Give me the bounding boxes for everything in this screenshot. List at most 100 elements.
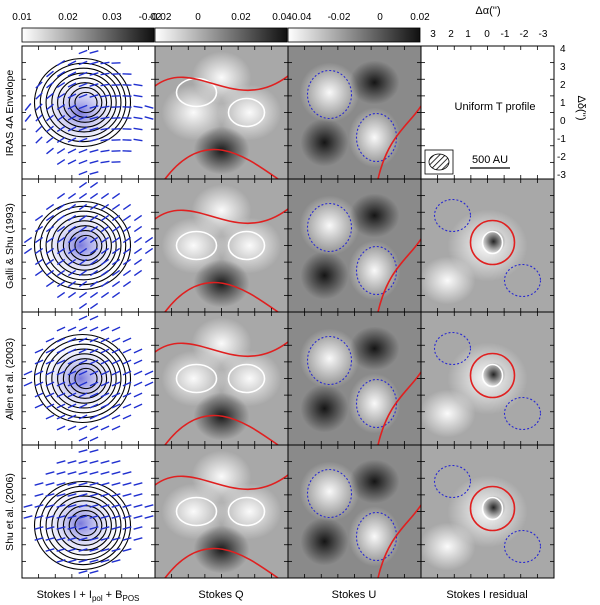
contour: [175, 496, 218, 527]
pol-vector: [100, 425, 110, 431]
uniform-t-profile-label: Uniform T profile: [455, 101, 536, 113]
pol-vector: [23, 247, 33, 255]
contour: [481, 496, 504, 521]
panel-grid: [21, 45, 555, 579]
pol-vector: [89, 72, 99, 76]
pol-vector: [67, 159, 77, 165]
pol-vector: [46, 114, 54, 122]
pol-vector: [89, 149, 99, 153]
panel-r3-c1: [154, 444, 289, 579]
pol-vector: [78, 515, 88, 519]
panel-r1-c2: [287, 178, 422, 313]
cb-tick: -0.02: [149, 12, 172, 23]
pol-vector: [122, 548, 132, 552]
intensity-blob: [299, 62, 360, 123]
pol-vector: [34, 214, 44, 222]
cb-tick: 0: [195, 12, 201, 23]
intensity-blob: [191, 184, 252, 237]
pol-vector: [78, 93, 88, 99]
pol-vector: [34, 236, 44, 244]
pol-vector: [89, 105, 99, 109]
pol-vector: [56, 225, 66, 233]
pol-vector: [23, 381, 33, 387]
intensity-blob: [349, 459, 400, 504]
pol-vector: [56, 258, 66, 266]
pol-vector: [45, 403, 55, 409]
svg-text:-3: -3: [557, 170, 566, 181]
pol-vector: [45, 214, 55, 222]
pol-vector: [45, 258, 55, 266]
pol-vector: [89, 94, 99, 98]
pol-vector: [46, 103, 54, 111]
pol-vector: [100, 225, 110, 233]
svg-text:-3: -3: [539, 29, 548, 40]
pol-vector: [89, 160, 99, 164]
pol-vector: [122, 504, 132, 508]
pol-vector: [100, 515, 110, 519]
pol-vector: [111, 537, 121, 541]
pol-vector: [89, 337, 99, 343]
pol-vector: [133, 225, 143, 233]
pol-vector: [89, 414, 99, 420]
contour: [155, 474, 288, 491]
pol-vector: [67, 214, 77, 222]
pol-vector: [56, 515, 66, 519]
contour: [306, 468, 353, 519]
panel-r0-c2: [287, 45, 422, 180]
pol-vector: [67, 225, 77, 233]
contour: [227, 230, 266, 261]
pol-vector: [78, 414, 88, 420]
panel-r2-c0: [21, 311, 156, 446]
contour: [481, 363, 504, 388]
pol-vector: [67, 471, 77, 475]
pol-vector: [34, 493, 44, 497]
pol-vector: [34, 504, 44, 508]
pol-vector: [78, 537, 88, 541]
pol-vector: [46, 81, 54, 89]
pol-vector: [133, 214, 143, 222]
pol-vector: [89, 315, 99, 321]
pol-vector: [67, 403, 77, 409]
pol-vector: [67, 203, 77, 211]
pol-vector: [89, 326, 99, 332]
pol-vector: [133, 236, 143, 244]
pol-vector: [45, 269, 55, 277]
pol-vector: [67, 504, 77, 508]
pol-vector: [89, 370, 99, 376]
pol-vector: [67, 414, 77, 420]
pol-vector: [89, 504, 99, 508]
pol-vector: [78, 247, 88, 255]
pol-vector: [122, 359, 132, 365]
pol-vector: [111, 504, 121, 508]
pol-vector: [89, 258, 99, 266]
pol-vector: [35, 92, 43, 100]
pol-vector: [78, 504, 88, 508]
cb-tick: 0.04: [272, 12, 292, 23]
pol-vector: [100, 381, 110, 387]
pol-vector: [45, 471, 55, 475]
pol-vector: [34, 370, 44, 376]
pol-vector: [24, 103, 32, 111]
cb-tick: 0: [377, 12, 383, 23]
pol-vector: [89, 449, 99, 453]
pol-vector: [56, 92, 66, 100]
pol-vector: [67, 482, 77, 486]
intensity-blob: [191, 450, 252, 503]
pol-vector: [133, 515, 143, 519]
panel-r1-c1: [154, 178, 289, 313]
pol-vector: [89, 381, 99, 387]
pol-vector: [100, 192, 110, 200]
colorbar-stokes-i: [21, 27, 155, 43]
pol-vector: [34, 482, 44, 486]
pol-vector: [45, 414, 55, 420]
pol-vector: [122, 515, 132, 519]
pol-vector: [45, 280, 55, 288]
pol-vector: [122, 414, 132, 420]
cb-tick: -0.02: [328, 12, 351, 23]
panel-r3-c3: [420, 444, 555, 579]
pol-vector: [78, 170, 88, 176]
pol-vector: [122, 280, 132, 288]
pol-vector: [111, 269, 121, 277]
pol-vector: [89, 403, 99, 409]
scale-bar: 500 AU: [470, 154, 510, 169]
